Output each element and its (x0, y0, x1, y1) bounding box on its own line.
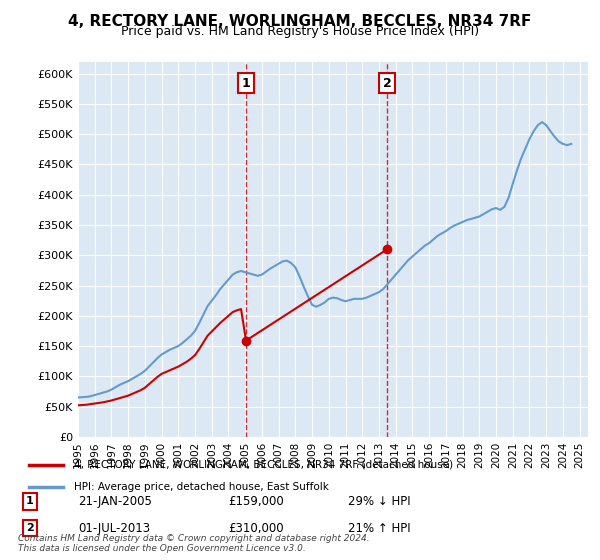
Text: £310,000: £310,000 (228, 521, 284, 535)
Text: 1: 1 (26, 496, 34, 506)
Text: 01-JUL-2013: 01-JUL-2013 (78, 521, 150, 535)
Text: Contains HM Land Registry data © Crown copyright and database right 2024.
This d: Contains HM Land Registry data © Crown c… (18, 534, 370, 553)
Text: 21% ↑ HPI: 21% ↑ HPI (348, 521, 410, 535)
Text: HPI: Average price, detached house, East Suffolk: HPI: Average price, detached house, East… (74, 482, 329, 492)
Text: 2: 2 (383, 77, 392, 90)
Text: 4, RECTORY LANE, WORLINGHAM, BECCLES, NR34 7RF: 4, RECTORY LANE, WORLINGHAM, BECCLES, NR… (68, 14, 532, 29)
Text: 29% ↓ HPI: 29% ↓ HPI (348, 494, 410, 508)
Text: £159,000: £159,000 (228, 494, 284, 508)
Text: 1: 1 (242, 77, 250, 90)
Text: 2: 2 (26, 523, 34, 533)
Text: 4, RECTORY LANE, WORLINGHAM, BECCLES, NR34 7RF (detached house): 4, RECTORY LANE, WORLINGHAM, BECCLES, NR… (74, 460, 453, 470)
Text: 21-JAN-2005: 21-JAN-2005 (78, 494, 152, 508)
Text: Price paid vs. HM Land Registry's House Price Index (HPI): Price paid vs. HM Land Registry's House … (121, 25, 479, 38)
